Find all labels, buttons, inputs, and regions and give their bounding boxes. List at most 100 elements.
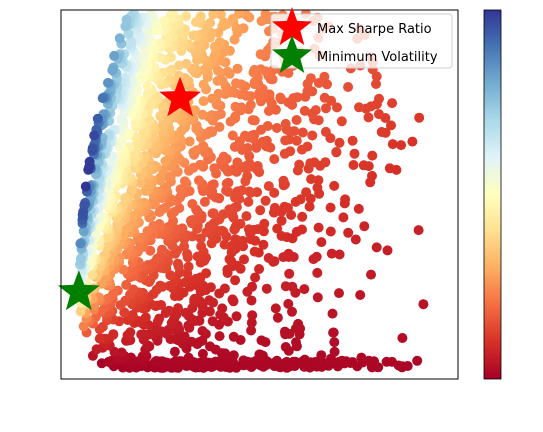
scatter-point [343,227,354,238]
scatter-point [283,248,294,259]
scatter-point [299,284,310,295]
scatter-point [312,182,323,193]
scatter-point [77,209,88,220]
scatter-point [294,159,305,170]
scatter-point [136,329,147,340]
scatter-point [155,280,166,291]
scatter-point [212,75,223,86]
scatter-point [120,224,131,235]
scatter-point [376,127,387,137]
scatter-point [218,209,229,220]
scatter-point [121,14,132,25]
scatter-point [188,147,199,158]
scatter-point [280,135,291,146]
scatter-point [243,196,254,207]
scatter-point [219,283,230,294]
scatter-point [232,186,243,197]
scatter-point [179,331,190,342]
scatter-point [116,114,127,124]
scatter-point [109,50,120,61]
scatter-point [412,355,423,366]
scatter-point [199,196,210,207]
scatter-point [244,151,255,162]
scatter-point [254,349,265,360]
scatter-point [230,234,241,245]
scatter-point [197,326,208,336]
scatter-point [217,303,228,314]
scatter-point [197,109,208,120]
scatter-point [118,264,129,275]
scatter-point [238,355,249,366]
scatter-point [301,187,312,198]
scatter-point [218,47,229,58]
scatter-point [194,175,204,186]
scatter-point [213,27,224,38]
scatter-point [249,64,260,75]
scatter-point [319,92,330,103]
scatter-point [363,112,374,123]
scatter-point [185,215,196,226]
plot-frame [60,9,459,380]
scatter-point [297,211,308,222]
scatter-point [96,278,107,289]
scatter-point [254,264,265,274]
scatter-points [75,10,429,373]
scatter-point [336,116,347,127]
scatter-point [170,356,181,366]
scatter-point [367,150,378,161]
scatter-point [329,180,340,191]
scatter-point [270,303,281,314]
scatter-point [221,178,232,189]
scatter-point [302,86,313,97]
scatter-point [230,101,241,112]
scatter-point [269,154,280,165]
scatter-point [232,63,243,74]
scatter-point [387,98,398,109]
scatter-point [198,79,209,90]
scatter-point [263,181,274,192]
scatter-point [219,17,230,28]
scatter-point [229,141,240,152]
scatter-point [75,238,86,249]
scatter-point [337,355,348,366]
scatter-point [326,248,337,259]
scatter-point [255,205,266,216]
scatter-point [316,350,327,361]
scatter-point [260,10,271,20]
scatter-point [215,10,226,20]
scatter-point [207,316,218,327]
scatter-point [319,71,330,82]
scatter-point [407,136,418,147]
scatter-point [325,226,336,237]
scatter-point [250,272,261,283]
scatter-point [290,196,301,207]
scatter-point [272,223,283,234]
scatter-point [246,317,257,328]
scatter-point [276,231,287,241]
scatter-point [325,202,336,213]
scatter-point [196,241,207,252]
scatter-point [288,356,299,367]
scatter-point [198,356,209,367]
scatter-point [169,346,180,357]
scatter-point [91,344,102,355]
scatter-point [155,111,166,122]
scatter-point [227,130,238,141]
legend: Max Sharpe Ratio Minimum Volatility [270,7,453,73]
scatter-point [225,116,236,127]
scatter-point [311,251,322,262]
scatter-point [312,292,323,303]
scatter-point [328,327,339,338]
scatter-point [204,306,215,317]
scatter-point [316,237,327,248]
scatter-point [371,242,382,253]
scatter-point [304,201,315,212]
scatter-point [179,176,190,187]
scatter-point [239,254,249,265]
scatter-point [261,283,272,294]
scatter-point [83,164,94,175]
colorbar-gradient [483,9,502,380]
scatter-point [89,130,100,141]
scatter-point [198,96,209,107]
